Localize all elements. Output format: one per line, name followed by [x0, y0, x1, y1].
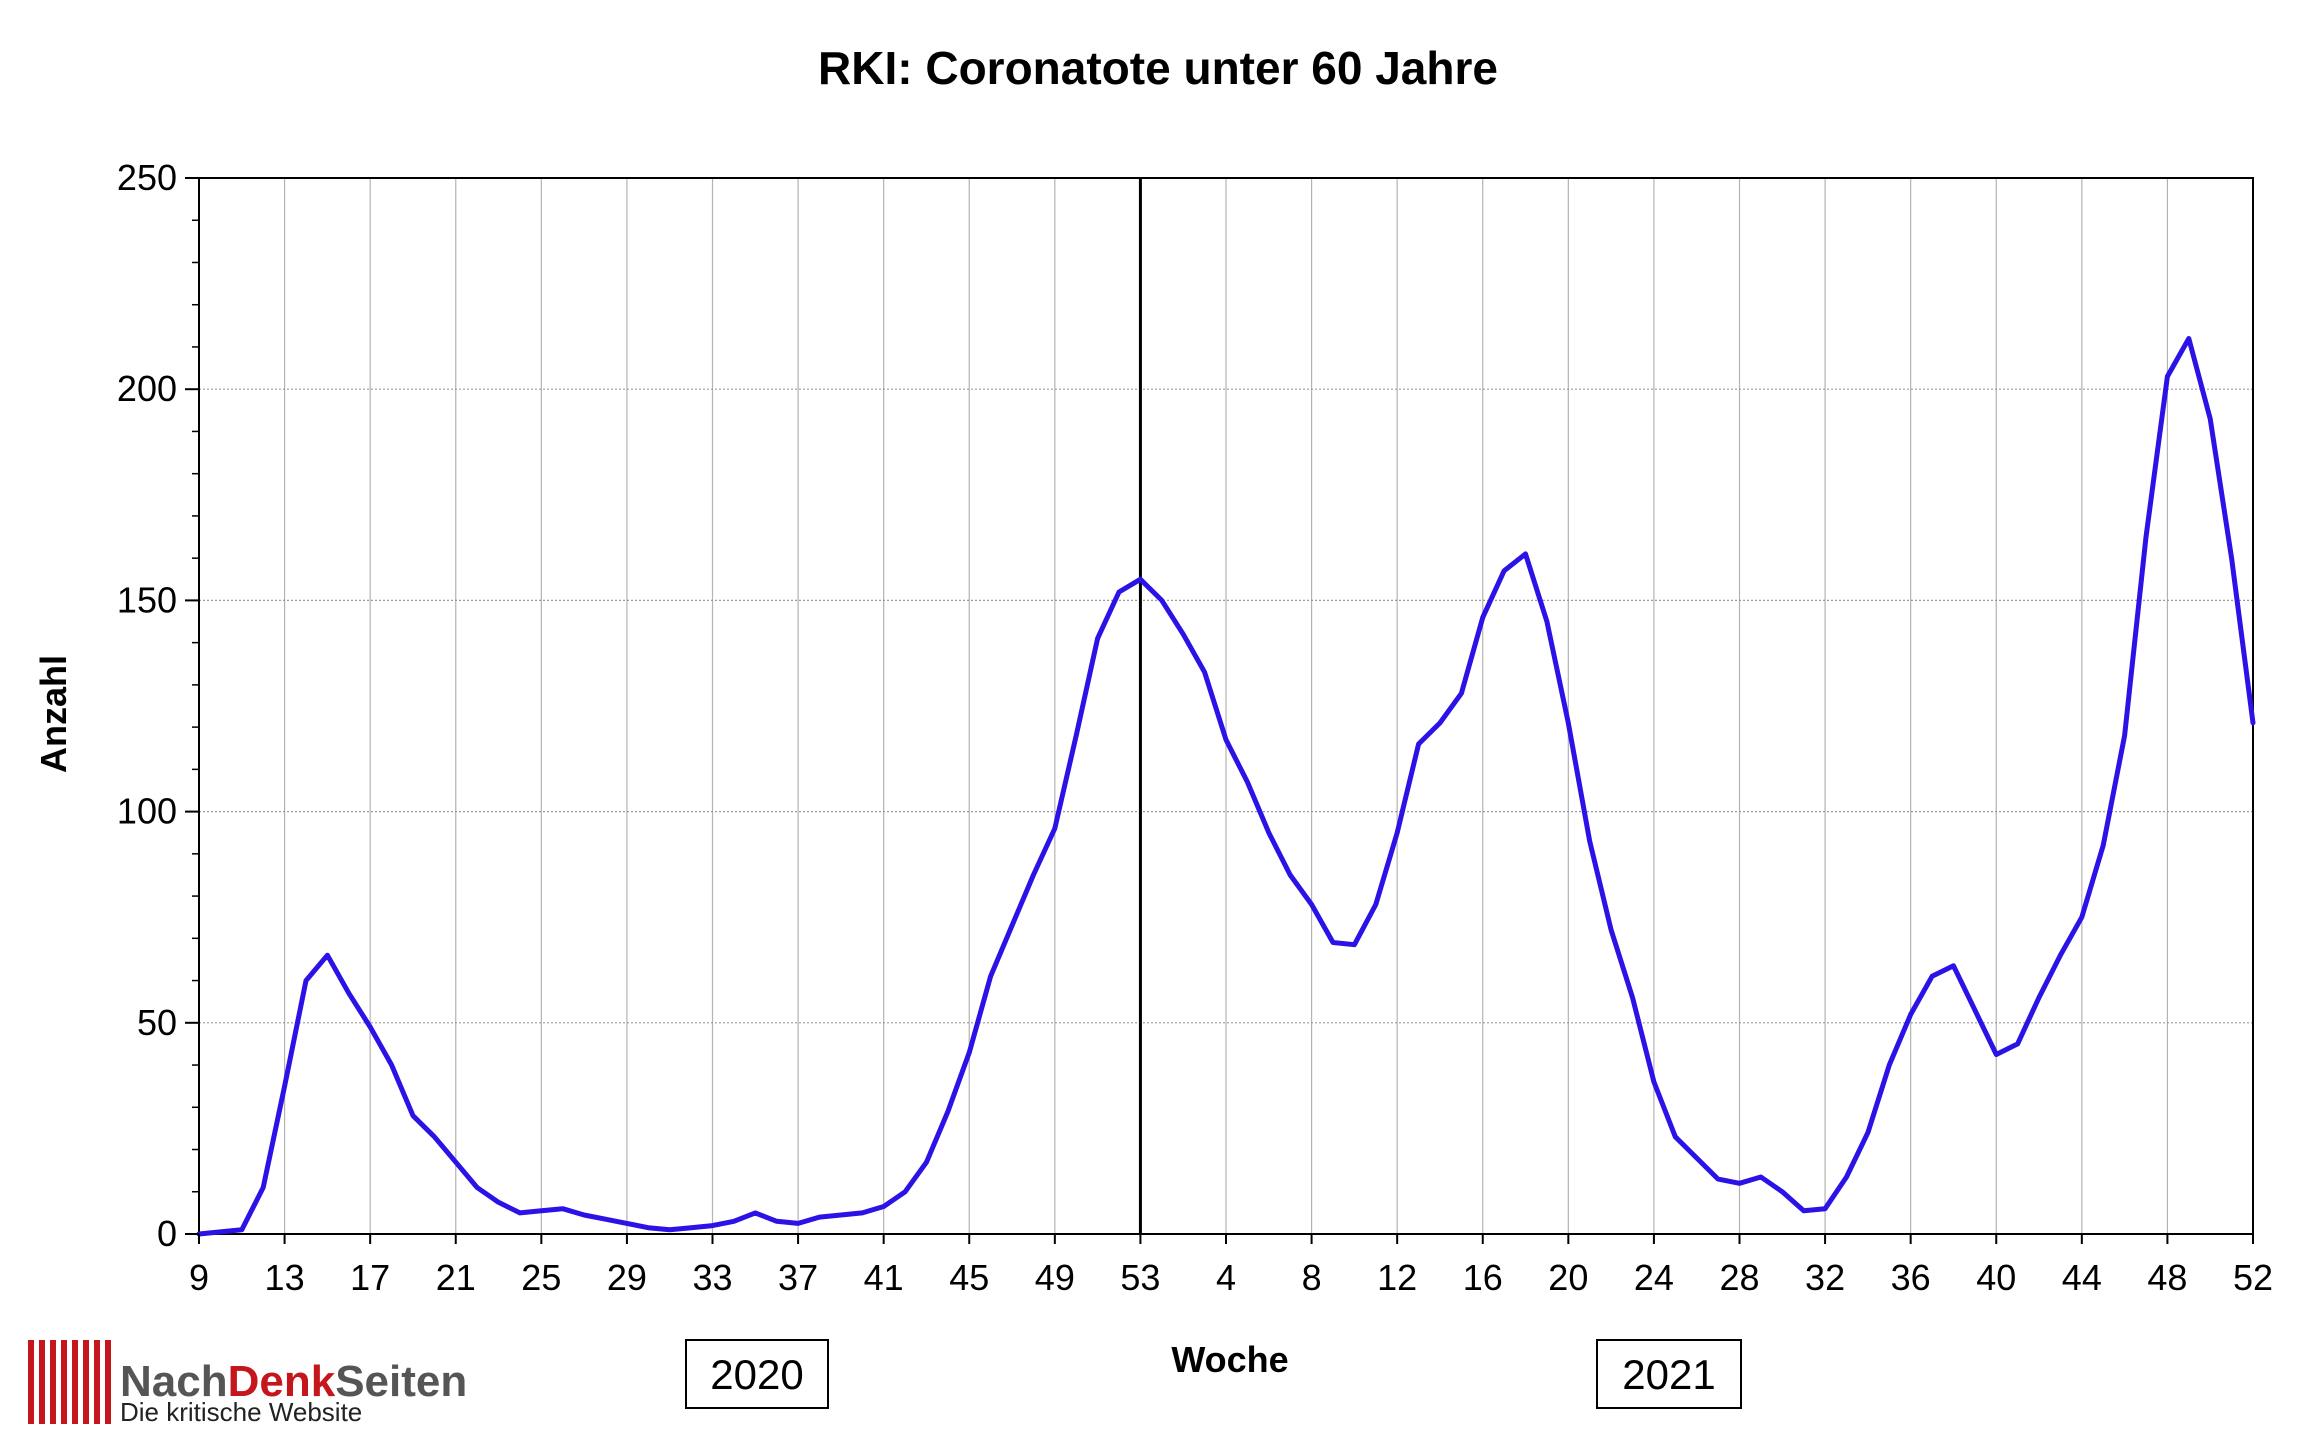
x-tick-label: 9: [189, 1257, 209, 1298]
x-tick-label: 29: [607, 1257, 647, 1298]
y-minor-ticks: [192, 219, 199, 1193]
x-tick-label: 24: [1634, 1257, 1674, 1298]
x-tick-label: 16: [1463, 1257, 1503, 1298]
logo-bar: [39, 1340, 45, 1424]
logo-bar: [28, 1340, 34, 1424]
y-tick-labels: 0 50 100 150 200 250: [117, 157, 199, 1254]
nachdenkseiten-logo: NachDenkSeiten Die kritische Website: [28, 1340, 467, 1427]
year-box-2020: 2020: [685, 1339, 829, 1409]
x-tick-label: 17: [350, 1257, 390, 1298]
y-axis-label: Anzahl: [33, 655, 74, 773]
x-tick-label: 25: [521, 1257, 561, 1298]
x-tick-label: 20: [1548, 1257, 1588, 1298]
logo-bar: [94, 1340, 100, 1424]
logo-part-denk: Denk: [228, 1357, 336, 1406]
x-tick-labels: 9 13 17 21 25 29 33 37 41 45 49 53 4 8 12 16 20 24 28 32 36 4…: [189, 1234, 2273, 1298]
x-tick-label: 28: [1719, 1257, 1759, 1298]
series-line: [196, 336, 2256, 1237]
logo-wordmark: NachDenkSeiten: [120, 1357, 467, 1406]
y-tick-label: 100: [117, 791, 177, 832]
x-tick-label: 4: [1216, 1257, 1236, 1298]
x-tick-label: 41: [864, 1257, 904, 1298]
chart-title: RKI: Coronatote unter 60 Jahre: [818, 42, 1498, 94]
x-tick-label: 48: [2147, 1257, 2187, 1298]
y-tick-label: 150: [117, 579, 177, 620]
x-tick-label: 33: [692, 1257, 732, 1298]
x-tick-label: 32: [1805, 1257, 1845, 1298]
logo-tagline: Die kritische Website: [120, 1397, 362, 1427]
x-tick-label: 8: [1302, 1257, 1322, 1298]
grid: [199, 178, 2253, 1234]
y-tick-label: 50: [137, 1002, 177, 1043]
year-box-2021: 2021: [1596, 1339, 1742, 1409]
logo-bar: [50, 1340, 56, 1424]
y-tick-label: 0: [157, 1213, 177, 1254]
y-tick-label: 200: [117, 368, 177, 409]
logo-bar: [61, 1340, 67, 1424]
x-axis-label: Woche: [1171, 1339, 1288, 1380]
y-tick-label: 250: [117, 157, 177, 198]
logo-bar: [105, 1340, 111, 1424]
x-tick-label: 40: [1976, 1257, 2016, 1298]
x-tick-label: 53: [1120, 1257, 1160, 1298]
x-tick-label: 36: [1891, 1257, 1931, 1298]
x-tick-label: 45: [949, 1257, 989, 1298]
logo-bar: [83, 1340, 89, 1424]
x-tick-label: 13: [265, 1257, 305, 1298]
x-tick-label: 12: [1377, 1257, 1417, 1298]
x-tick-label: 21: [436, 1257, 476, 1298]
year-label-2021: 2021: [1622, 1351, 1715, 1398]
logo-part-seiten: Seiten: [335, 1357, 467, 1406]
x-tick-label: 44: [2062, 1257, 2102, 1298]
year-label-2020: 2020: [710, 1351, 803, 1398]
logo-part-nach: Nach: [120, 1357, 228, 1406]
x-tick-label: 37: [778, 1257, 818, 1298]
x-tick-label: 52: [2233, 1257, 2273, 1298]
logo-bars-icon: [28, 1340, 111, 1424]
logo-bar: [72, 1340, 78, 1424]
x-tick-label: 49: [1035, 1257, 1075, 1298]
